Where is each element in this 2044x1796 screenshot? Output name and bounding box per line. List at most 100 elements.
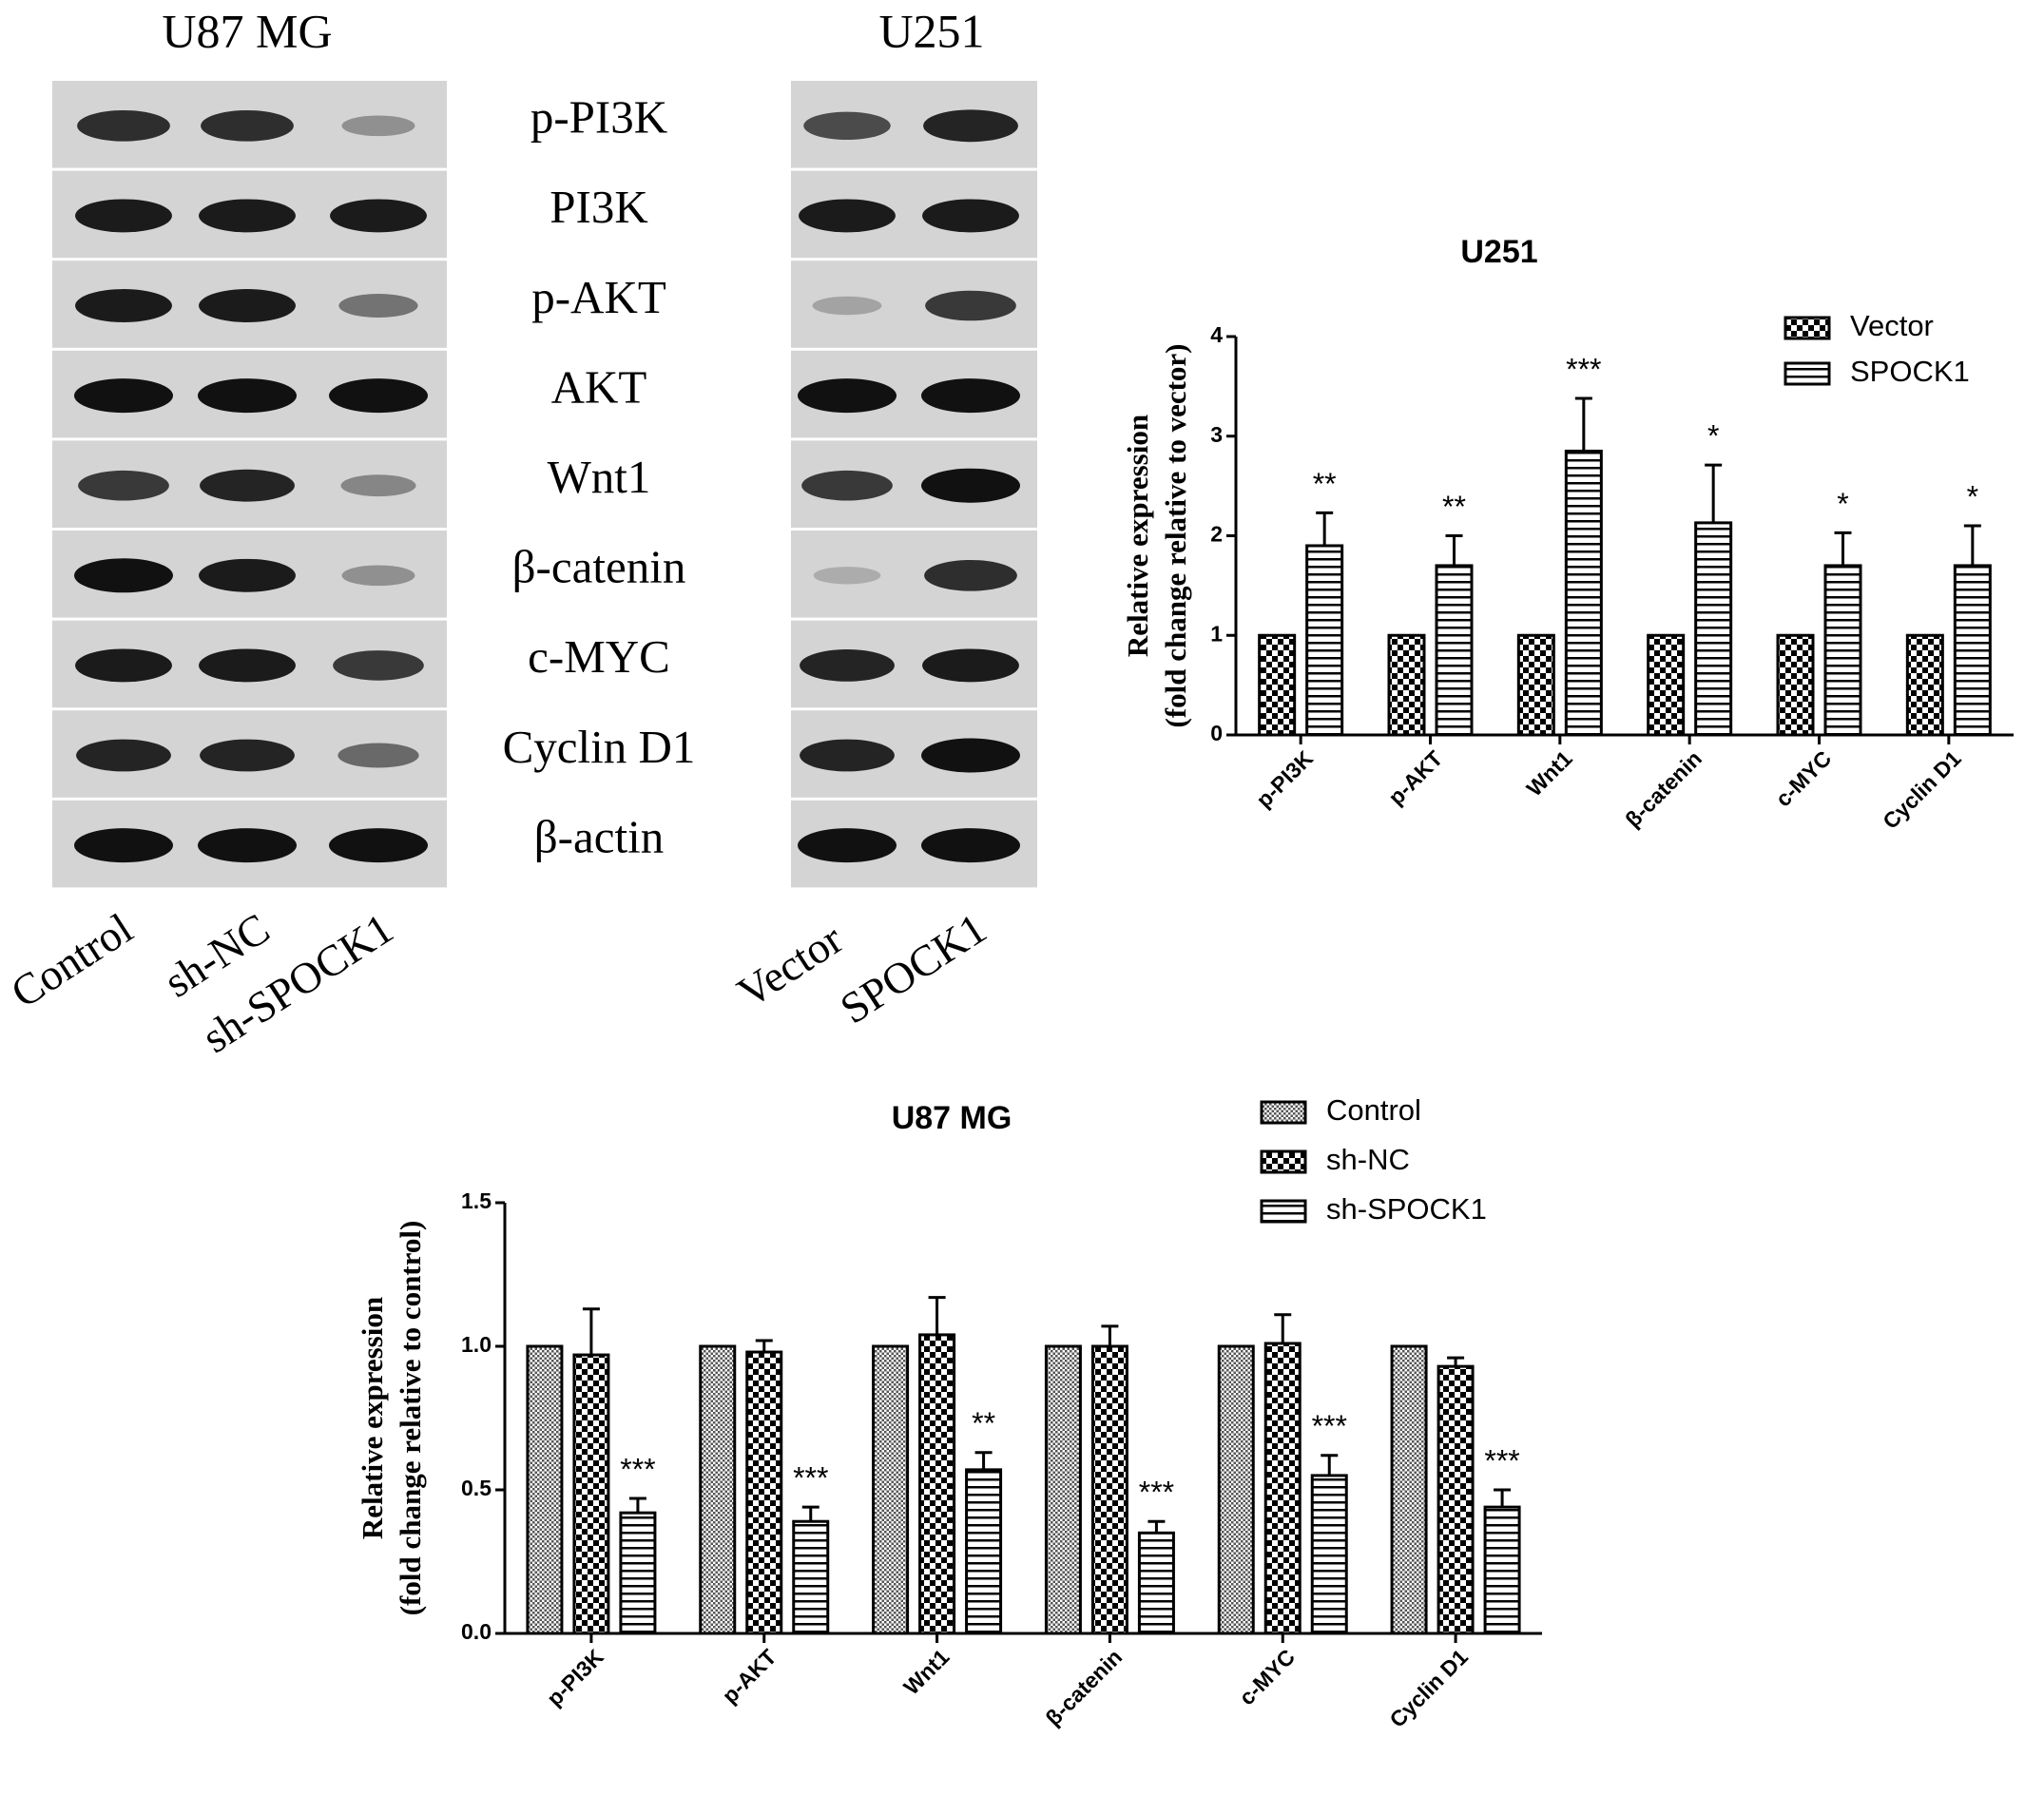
protein-label: p-PI3K: [530, 91, 667, 144]
lane-label: Control: [3, 903, 142, 1016]
error-bar: [1834, 531, 1852, 566]
bar: [1823, 564, 1862, 737]
error-bar: [928, 1296, 946, 1335]
significance-label: ***: [620, 1453, 655, 1487]
protein-label: c-MYC: [528, 630, 670, 683]
band: [340, 474, 416, 497]
x-tick-label: β-catenin: [1620, 745, 1707, 832]
blot-title: U87 MG: [162, 4, 332, 57]
band: [813, 567, 881, 585]
band: [74, 378, 173, 414]
band: [338, 294, 418, 318]
bar: [1647, 633, 1686, 737]
band: [801, 470, 893, 501]
band: [800, 649, 895, 682]
bar: [745, 1350, 783, 1635]
legend-swatch: [1260, 1199, 1307, 1224]
band: [923, 109, 1018, 143]
x-tick-label: Wnt1: [1522, 745, 1577, 801]
band: [200, 739, 295, 772]
y-tick-label: 1.5: [461, 1188, 492, 1213]
error-bar: [582, 1307, 600, 1356]
bar: [1387, 633, 1426, 737]
legend-swatch: [1784, 316, 1831, 340]
bar: [1776, 633, 1815, 737]
band: [924, 559, 1017, 591]
protein-label: p-AKT: [531, 271, 666, 323]
band: [341, 115, 415, 137]
y-axis-label: (fold change relative to vector): [1159, 343, 1192, 727]
protein-label: β-actin: [534, 810, 664, 862]
legend-label: Vector: [1850, 309, 1934, 342]
error-bar: [1445, 534, 1463, 566]
y-tick-label: 0.0: [461, 1619, 492, 1644]
significance-label: ***: [1484, 1443, 1519, 1477]
legend-label: sh-SPOCK1: [1326, 1192, 1487, 1226]
significance-label: ***: [1312, 1409, 1347, 1443]
band: [198, 828, 297, 863]
protein-label: β-catenin: [512, 541, 686, 593]
bar: [526, 1344, 564, 1635]
y-axis-label: Relative expression: [356, 1297, 389, 1539]
x-tick-label: p-PI3K: [542, 1644, 608, 1710]
significance-label: ***: [1139, 1476, 1174, 1510]
band: [330, 199, 427, 233]
protein-label: Cyclin D1: [503, 721, 696, 773]
bar: [1435, 564, 1474, 737]
band: [76, 739, 171, 772]
band: [333, 650, 424, 681]
band: [922, 199, 1019, 233]
bar: [1137, 1531, 1175, 1635]
x-tick-label: Wnt1: [898, 1644, 954, 1699]
x-tick-label: c-MYC: [1234, 1644, 1300, 1709]
bar: [699, 1344, 737, 1635]
error-bar: [1147, 1519, 1166, 1534]
band: [337, 743, 419, 768]
chart-title: U251: [1460, 234, 1537, 270]
bar: [1090, 1344, 1128, 1635]
bar: [1564, 449, 1603, 737]
x-tick-label: c-MYC: [1770, 745, 1836, 811]
error-bar: [755, 1339, 773, 1353]
x-tick-label: p-PI3K: [1251, 745, 1318, 812]
bar: [918, 1333, 956, 1635]
band: [74, 558, 173, 593]
y-tick-label: 2: [1210, 522, 1223, 547]
legend-label: sh-NC: [1326, 1143, 1410, 1176]
error-bar: [1494, 1488, 1512, 1508]
error-bar: [801, 1505, 820, 1522]
band: [199, 558, 296, 592]
bar: [1694, 521, 1733, 737]
legend-swatch: [1260, 1149, 1307, 1174]
legend-swatch: [1260, 1100, 1307, 1125]
error-bar: [1321, 1454, 1339, 1476]
error-bar: [1274, 1313, 1292, 1343]
y-tick-label: 0.5: [461, 1476, 492, 1500]
bar: [1905, 633, 1944, 737]
band: [798, 378, 897, 414]
x-tick-label: p-AKT: [717, 1644, 781, 1708]
significance-label: **: [1442, 490, 1466, 524]
band: [77, 109, 170, 142]
protein-label: Wnt1: [548, 451, 651, 503]
band: [798, 828, 897, 863]
bar: [1044, 1344, 1082, 1635]
y-tick-label: 1.0: [461, 1332, 492, 1357]
band: [200, 469, 295, 502]
bar: [1217, 1344, 1255, 1635]
band: [341, 565, 415, 587]
band: [803, 111, 891, 140]
error-bar: [1574, 396, 1592, 452]
bar: [1437, 1364, 1475, 1635]
y-tick-label: 4: [1210, 322, 1223, 347]
x-tick-label: p-AKT: [1383, 745, 1447, 809]
bar: [572, 1353, 610, 1635]
bar: [1483, 1505, 1521, 1635]
legend-label: Control: [1326, 1093, 1421, 1127]
band: [921, 378, 1020, 414]
x-tick-label: Cyclin D1: [1878, 745, 1966, 834]
significance-label: **: [972, 1406, 995, 1440]
bar: [1258, 633, 1297, 737]
blot-title: U251: [878, 4, 984, 57]
